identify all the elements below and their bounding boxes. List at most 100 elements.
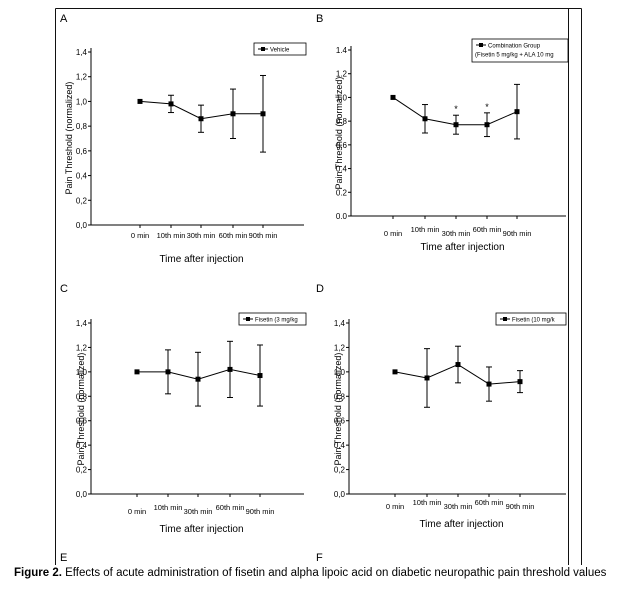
panel-d-x-tick-label: 60th min bbox=[475, 498, 504, 507]
panel-b-y-tick-label: 1.4 bbox=[336, 46, 348, 55]
panel-a-x-tick-label: 30th min bbox=[187, 231, 216, 240]
panel-a-data-point bbox=[230, 111, 236, 117]
panel-b-data-point bbox=[484, 122, 490, 128]
panel-d-x-tick-label: 10th min bbox=[413, 498, 442, 507]
panel-d-data-point bbox=[517, 379, 523, 385]
panel-c-legend-label: Fisetin (3 mg/kg bbox=[255, 318, 298, 324]
panel-d-y-tick-label: 1,4 bbox=[334, 319, 346, 328]
panel-c-data-point bbox=[257, 373, 263, 379]
panel-d-y-tick-label: 0,2 bbox=[334, 466, 346, 475]
panel-a-x-tick-label: 10th min bbox=[157, 231, 186, 240]
figure-caption: Figure 2. Effects of acute administratio… bbox=[14, 567, 626, 579]
panel-c-data-point bbox=[134, 369, 140, 375]
panel-b-y-tick-label: 0.0 bbox=[336, 212, 348, 221]
panel-a-y-tick-label: 0,6 bbox=[76, 147, 88, 156]
panel-d-y-axis-title: Pain Threshold (normalized) bbox=[333, 353, 343, 466]
panel-b-y-tick-label: 1.2 bbox=[336, 70, 348, 79]
panel-c-data-point bbox=[227, 366, 233, 372]
panel-d-legend-label: Fisetin (10 mg/k bbox=[512, 318, 556, 324]
panel-a-data-point bbox=[168, 101, 174, 107]
panel-a-data-point bbox=[137, 98, 143, 104]
panel-c-data-point bbox=[195, 376, 201, 382]
panel-d-y-tick-label: 0,4 bbox=[334, 441, 346, 450]
panel-b-significance-marker: * bbox=[485, 102, 489, 112]
charts-group: 0,00,20,40,60,81,01,21,40 min 10th min 30t… bbox=[64, 38, 569, 535]
panel-c-y-tick-label: 0,8 bbox=[76, 392, 88, 401]
panel-d-x-tick-label: 90th min bbox=[506, 502, 535, 511]
panel-c-legend-box bbox=[238, 312, 307, 326]
panel-a-x-tick-label: 60th min bbox=[219, 231, 248, 240]
panel-b-significance-marker: * bbox=[454, 104, 458, 114]
panel-c-y-tick-label: 1,4 bbox=[76, 319, 88, 328]
panel-c-x-tick-label: 30th min bbox=[184, 507, 213, 516]
panel-b-data-point bbox=[453, 122, 459, 128]
panel-b-y-tick-label: 0.2 bbox=[336, 188, 348, 197]
panel-b-legend-label: Combination Group bbox=[488, 44, 541, 50]
panel-b-legend-label: (Fisetin 5 mg/kg + ALA 10 mg bbox=[475, 53, 554, 59]
panel-d-x-axis-title: Time after injection bbox=[419, 519, 503, 530]
panel-b-y-tick-label: 0.6 bbox=[336, 141, 348, 150]
panel-b-y-tick-label: 1.0 bbox=[336, 93, 348, 102]
panel-b-x-tick-label: 10th min bbox=[411, 225, 440, 234]
panel-letter-b: B bbox=[316, 13, 323, 25]
panel-letter-a: A bbox=[60, 13, 68, 25]
panel-a-legend-box bbox=[253, 42, 307, 56]
panel-d-x-tick-label: 30th min bbox=[444, 502, 473, 511]
panel-b-data-point bbox=[390, 94, 396, 100]
panel-c-y-tick-label: 0,6 bbox=[76, 417, 88, 426]
panel-a-y-tick-label: 0,8 bbox=[76, 122, 88, 131]
panel-c-y-tick-label: 1,2 bbox=[76, 343, 88, 352]
panel-c-y-axis-title: Pain Threshold (normalized) bbox=[76, 353, 86, 466]
figure-caption-text: Effects of acute administration of fiset… bbox=[65, 567, 607, 579]
panel-a-y-tick-label: 1,4 bbox=[76, 48, 88, 57]
panel-b-y-axis-title: Pain Threshold (normalized) bbox=[334, 77, 344, 190]
panel-c-y-tick-label: 1,0 bbox=[76, 368, 88, 377]
panel-d-y-tick-label: 1,0 bbox=[334, 368, 346, 377]
panel-a-data-point bbox=[198, 116, 204, 122]
panel-c-legend-marker bbox=[246, 317, 250, 321]
panel-c-x-tick-label: 90th min bbox=[246, 507, 275, 516]
panel-d-legend-box bbox=[495, 312, 567, 326]
panel-a-chart: 0,0 0,2 0,4 0,6 0,8 1,0 1,2 1,4 0 min 10th min 30t… bbox=[64, 42, 307, 265]
panel-d-x-tick-label: 0 min bbox=[386, 502, 404, 511]
panel-c-data-point bbox=[165, 369, 171, 375]
figure-caption-label: Figure 2. bbox=[14, 567, 62, 579]
panel-b-legend-box bbox=[471, 38, 569, 63]
panel-d-y-tick-label: 1,2 bbox=[334, 343, 346, 352]
panel-d-data-point bbox=[392, 369, 398, 375]
panel-b-data-point bbox=[514, 109, 520, 115]
panel-a-x-axis-title: Time after injection bbox=[159, 254, 243, 265]
panel-b-chart: 0.0 0.2 0.4 0.6 0.8 1.0 1.2 1.4 0 min 10th min 30t… bbox=[334, 38, 569, 253]
panel-a-x-tick-label: 90th min bbox=[249, 231, 278, 240]
panel-a-y-axis-title: Pain Threshold (normalized) bbox=[64, 82, 74, 195]
panel-d-data-point bbox=[424, 375, 430, 381]
panel-b-y-tick-label: 0.8 bbox=[336, 117, 348, 126]
panel-letter-e: E bbox=[60, 552, 67, 564]
panel-a-y-tick-label: 0,0 bbox=[76, 221, 88, 230]
panel-d-y-tick-label: 0,0 bbox=[334, 490, 346, 499]
panel-c-x-axis-title: Time after injection bbox=[159, 524, 243, 535]
panel-c-y-tick-label: 0,2 bbox=[76, 466, 88, 475]
panel-b-x-tick-label: 0 min bbox=[384, 229, 402, 238]
panel-a-y-tick-label: 1,2 bbox=[76, 73, 88, 82]
panel-letter-d: D bbox=[316, 283, 324, 295]
panel-grid-frame bbox=[55, 8, 582, 565]
panel-a-legend-marker bbox=[261, 47, 265, 51]
panel-d-y-tick-label: 0,8 bbox=[334, 392, 346, 401]
panel-d-data-point bbox=[455, 362, 461, 368]
panel-d-legend-marker bbox=[503, 317, 507, 321]
panel-letter-c: C bbox=[60, 283, 68, 295]
panel-c-x-tick-label: 60th min bbox=[216, 503, 245, 512]
panel-b-x-tick-label: 90th min bbox=[503, 229, 532, 238]
panel-b-x-tick-label: 30th min bbox=[442, 229, 471, 238]
panel-letter-f: F bbox=[316, 552, 323, 564]
panel-d-y-tick-label: 0,6 bbox=[334, 417, 346, 426]
panel-b-x-axis-title: Time after injection bbox=[420, 242, 504, 253]
panel-a-y-tick-label: 0,2 bbox=[76, 196, 88, 205]
panel-b-x-tick-label: 60th min bbox=[473, 225, 502, 234]
panel-c-chart: 0,0 0,2 0,4 0,6 0,8 1,0 1,2 1,4 0 min 10th min 30t… bbox=[76, 312, 307, 535]
panel-a-data-point bbox=[260, 111, 266, 117]
panel-c-y-tick-label: 0,0 bbox=[76, 490, 88, 499]
panel-c-x-tick-label: 0 min bbox=[128, 507, 146, 516]
panel-a-y-tick-label: 0,4 bbox=[76, 172, 88, 181]
